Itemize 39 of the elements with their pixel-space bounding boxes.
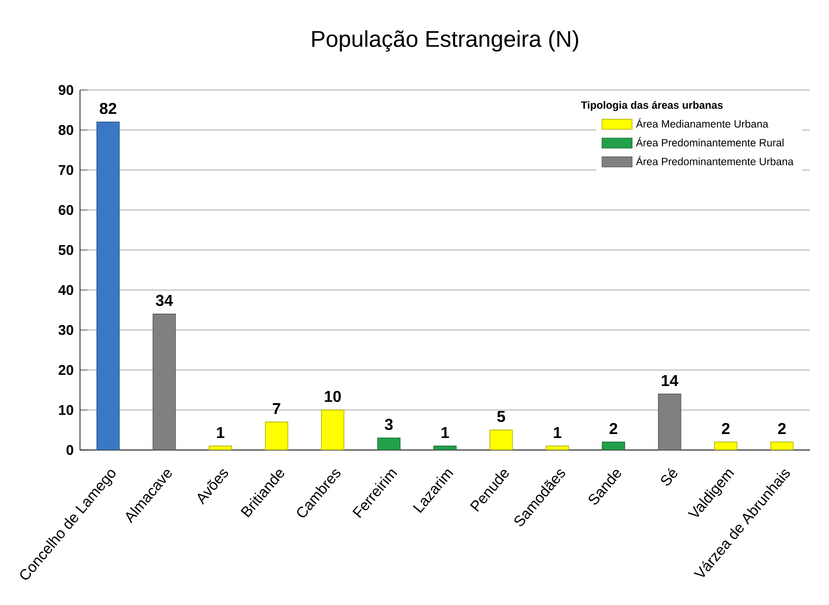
data-label: 1 [442, 427, 449, 438]
data-label: 1 [216, 427, 224, 438]
bar [546, 446, 569, 450]
data-label: 14 [662, 375, 678, 386]
chart-title: População Estrangeira (N) [312, 30, 578, 52]
y-tick-label: 80 [58, 125, 74, 135]
legend-label: Área Medianamente Urbana [636, 118, 768, 128]
y-tick-label: 0 [66, 445, 74, 455]
data-label: 7 [272, 403, 280, 414]
data-label: 2 [610, 422, 618, 434]
bar [490, 430, 513, 450]
data-label: 82 [100, 102, 116, 114]
data-label: 3 [384, 418, 393, 430]
y-tick-label: 20 [58, 365, 74, 375]
legend-label: Área Predominantemente Urbana [636, 156, 794, 166]
y-tick-label: 30 [58, 325, 74, 335]
bar [658, 394, 682, 450]
legend-label: Área Predominantemente Rural [636, 137, 784, 146]
data-label: 2 [778, 422, 786, 434]
x-tick-label: Sé [661, 468, 678, 486]
bar [714, 442, 738, 450]
bar [152, 314, 176, 450]
data-label: 10 [324, 390, 341, 402]
y-tick-label: 10 [59, 405, 74, 415]
bar [770, 442, 794, 450]
data-label: 34 [156, 294, 173, 306]
legend-title: Tipologia das áreas urbanas [581, 100, 723, 111]
data-label: 5 [497, 410, 506, 422]
bar [378, 438, 400, 450]
data-label: 1 [554, 427, 562, 438]
bar [208, 446, 232, 450]
bar [264, 422, 288, 450]
y-tick-label: 90 [58, 85, 74, 95]
y-tick-label: 40 [58, 285, 74, 295]
y-tick-label: 70 [58, 165, 74, 175]
y-tick-label: 60 [58, 205, 74, 215]
data-label: 2 [722, 422, 730, 434]
bar [321, 410, 344, 450]
y-tick-label: 50 [58, 245, 74, 255]
